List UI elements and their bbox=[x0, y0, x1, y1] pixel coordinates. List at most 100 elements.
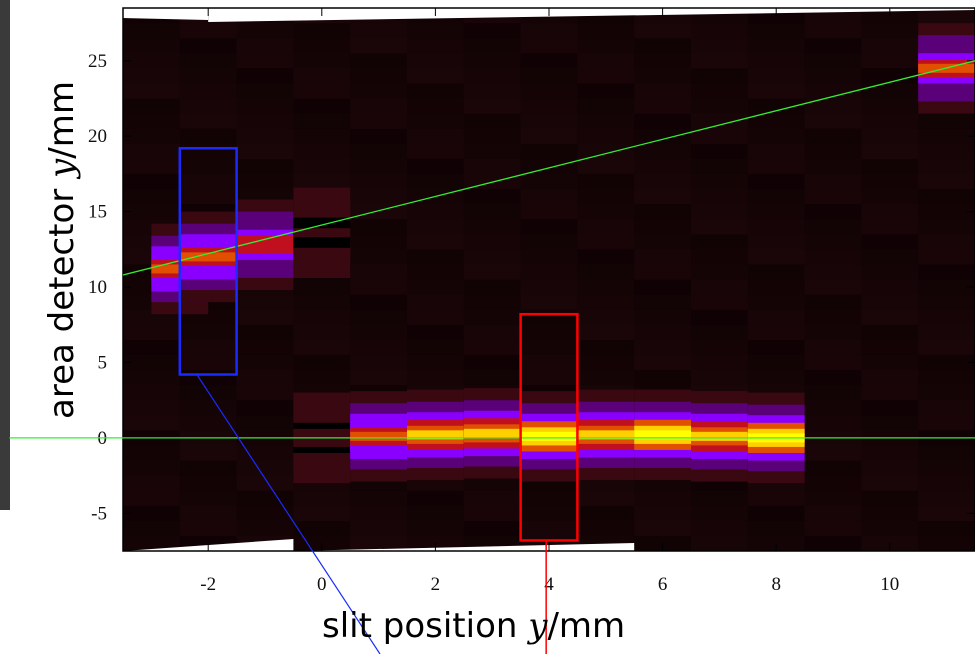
heatmap-cell bbox=[179, 520, 238, 537]
heatmap-cell bbox=[463, 339, 522, 356]
heatmap-cell bbox=[293, 505, 351, 522]
heatmap-cell bbox=[747, 68, 806, 84]
heatmap-cell bbox=[918, 520, 975, 537]
heatmap-cell bbox=[804, 535, 862, 552]
heatmap-cell bbox=[520, 219, 578, 235]
heatmap-cell bbox=[804, 460, 862, 477]
heatmap-cell bbox=[236, 68, 294, 84]
heatmap-cell bbox=[463, 294, 522, 311]
heatmap-cell bbox=[463, 143, 522, 160]
heatmap-peak bbox=[407, 430, 464, 440]
heatmap-cell bbox=[804, 264, 862, 280]
heatmap-cell bbox=[577, 128, 635, 145]
heatmap-cell bbox=[407, 520, 465, 537]
heatmap-cell bbox=[463, 204, 522, 220]
heatmap-cell bbox=[918, 354, 975, 371]
heatmap-cell bbox=[407, 128, 465, 145]
y-axis-label-prefix: area detector bbox=[42, 177, 82, 419]
heatmap-cell bbox=[236, 400, 294, 416]
heatmap-cell bbox=[236, 505, 294, 522]
heatmap-cell bbox=[179, 143, 238, 160]
heatmap-cell bbox=[123, 415, 181, 431]
heatmap-cell bbox=[520, 264, 578, 280]
heatmap-cell bbox=[747, 128, 806, 145]
heatmap-cell bbox=[634, 324, 692, 341]
heatmap-cell bbox=[350, 234, 408, 250]
heatmap-cell bbox=[350, 173, 408, 190]
heatmap-cell bbox=[804, 339, 862, 356]
heatmap-cell bbox=[691, 219, 749, 235]
heatmap-cell bbox=[577, 173, 635, 190]
heatmap-cell bbox=[520, 490, 578, 507]
heatmap-cell bbox=[520, 113, 578, 130]
heatmap-cell bbox=[861, 324, 919, 341]
heatmap-cell bbox=[577, 113, 635, 130]
heatmap-cell bbox=[123, 68, 181, 84]
heatmap-cell bbox=[691, 173, 749, 190]
heatmap-cell bbox=[747, 309, 806, 326]
heatmap-cell bbox=[236, 324, 294, 341]
heatmap-cell bbox=[179, 324, 238, 341]
heatmap-cell bbox=[634, 264, 692, 280]
heatmap-cell bbox=[236, 475, 294, 492]
heatmap-cell bbox=[520, 520, 578, 537]
heatmap-cell bbox=[293, 279, 351, 296]
heatmap-cell bbox=[861, 505, 919, 522]
heatmap-cell bbox=[804, 490, 862, 507]
heatmap-cell bbox=[123, 204, 181, 220]
heatmap-cell bbox=[691, 98, 749, 115]
heatmap-cell bbox=[293, 309, 351, 326]
heatmap-cell bbox=[236, 113, 294, 130]
heatmap-cell bbox=[520, 158, 578, 175]
heatmap-cell bbox=[861, 38, 919, 54]
heatmap-cell bbox=[123, 113, 181, 130]
y-tick-label: 20 bbox=[88, 126, 107, 147]
heatmap-cell bbox=[577, 324, 635, 341]
heatmap-cell bbox=[747, 354, 806, 371]
heatmap-cell bbox=[691, 143, 749, 160]
heatmap-cell bbox=[634, 249, 692, 265]
heatmap-cell bbox=[577, 309, 635, 326]
heatmap-cell bbox=[691, 189, 749, 205]
heatmap-cell bbox=[179, 98, 238, 115]
heatmap-cell bbox=[577, 189, 635, 205]
heatmap-cell bbox=[463, 68, 522, 84]
heatmap-cell bbox=[407, 279, 465, 296]
heatmap-cell bbox=[123, 520, 181, 537]
heatmap-cell bbox=[804, 475, 862, 492]
heatmap-cell bbox=[520, 23, 578, 39]
heatmap-peak bbox=[577, 430, 635, 440]
heatmap-cell bbox=[861, 264, 919, 280]
heatmap-cell bbox=[861, 23, 919, 39]
top-edge-mask bbox=[208, 8, 975, 22]
heatmap-cell bbox=[350, 324, 408, 341]
heatmap-cell bbox=[747, 219, 806, 235]
heatmap-cell bbox=[918, 234, 975, 250]
heatmap-cell bbox=[123, 445, 181, 461]
heatmap-cell bbox=[577, 264, 635, 280]
heatmap-cell bbox=[463, 264, 522, 280]
heatmap-cell bbox=[123, 143, 181, 160]
heatmap-cell bbox=[691, 158, 749, 175]
heatmap-cell bbox=[350, 490, 408, 507]
heatmap-cell bbox=[804, 83, 862, 99]
heatmap-cell bbox=[577, 234, 635, 250]
heatmap-cell bbox=[691, 128, 749, 145]
heatmap-cell bbox=[407, 339, 465, 356]
heatmap-cell bbox=[293, 370, 351, 386]
heatmap-cell bbox=[804, 98, 862, 115]
heatmap-cell bbox=[350, 68, 408, 84]
heatmap-cell bbox=[463, 309, 522, 326]
heatmap-cell bbox=[179, 339, 238, 356]
heatmap-cell bbox=[407, 264, 465, 280]
heatmap-cell bbox=[520, 173, 578, 190]
heatmap-cell bbox=[918, 445, 975, 461]
x-tick-label: 8 bbox=[771, 574, 781, 595]
heatmap-cell bbox=[918, 415, 975, 431]
heatmap-cell bbox=[293, 113, 351, 130]
heatmap-cell bbox=[634, 339, 692, 356]
heatmap-cell bbox=[407, 294, 465, 311]
heatmap-cell bbox=[123, 400, 181, 416]
heatmap-cell bbox=[804, 158, 862, 175]
